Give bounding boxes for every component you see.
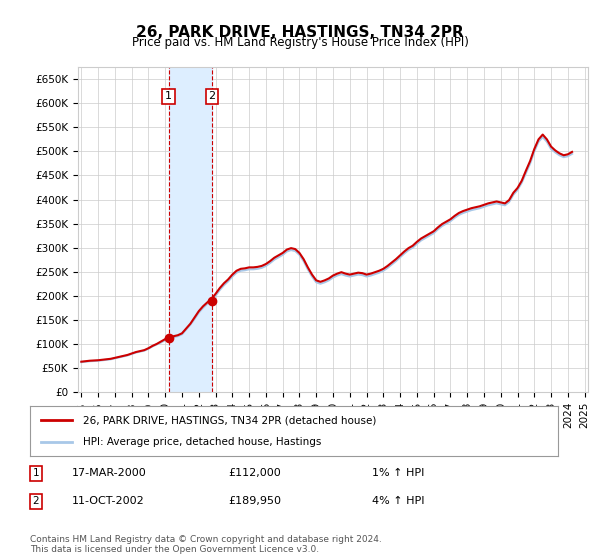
Text: 26, PARK DRIVE, HASTINGS, TN34 2PR: 26, PARK DRIVE, HASTINGS, TN34 2PR <box>136 25 464 40</box>
Text: 17-MAR-2000: 17-MAR-2000 <box>72 468 147 478</box>
Text: HPI: Average price, detached house, Hastings: HPI: Average price, detached house, Hast… <box>83 437 321 447</box>
Text: £189,950: £189,950 <box>228 496 281 506</box>
Text: 1: 1 <box>32 468 40 478</box>
Text: 11-OCT-2002: 11-OCT-2002 <box>72 496 145 506</box>
Text: 26, PARK DRIVE, HASTINGS, TN34 2PR (detached house): 26, PARK DRIVE, HASTINGS, TN34 2PR (deta… <box>83 415 376 425</box>
Text: 2: 2 <box>32 496 40 506</box>
Text: 1% ↑ HPI: 1% ↑ HPI <box>372 468 424 478</box>
Text: £112,000: £112,000 <box>228 468 281 478</box>
Text: Price paid vs. HM Land Registry's House Price Index (HPI): Price paid vs. HM Land Registry's House … <box>131 36 469 49</box>
Text: 4% ↑ HPI: 4% ↑ HPI <box>372 496 425 506</box>
Text: 2: 2 <box>208 91 215 101</box>
Text: 1: 1 <box>165 91 172 101</box>
Text: Contains HM Land Registry data © Crown copyright and database right 2024.
This d: Contains HM Land Registry data © Crown c… <box>30 535 382 554</box>
Bar <box>169 67 212 392</box>
